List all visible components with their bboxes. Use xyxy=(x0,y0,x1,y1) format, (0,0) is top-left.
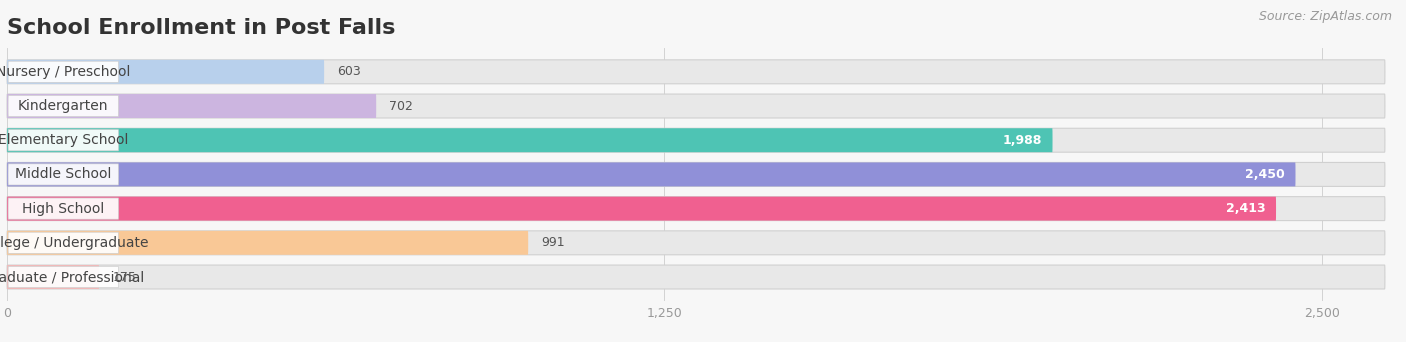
Text: Kindergarten: Kindergarten xyxy=(18,99,108,113)
Text: Elementary School: Elementary School xyxy=(0,133,128,147)
FancyBboxPatch shape xyxy=(8,95,118,117)
Text: 991: 991 xyxy=(541,236,565,249)
Text: High School: High School xyxy=(22,202,104,215)
FancyBboxPatch shape xyxy=(8,164,118,185)
FancyBboxPatch shape xyxy=(7,265,1385,289)
Text: Graduate / Professional: Graduate / Professional xyxy=(0,270,145,284)
FancyBboxPatch shape xyxy=(7,128,1385,152)
Text: 1,988: 1,988 xyxy=(1002,134,1042,147)
FancyBboxPatch shape xyxy=(7,60,1385,84)
FancyBboxPatch shape xyxy=(7,162,1385,186)
FancyBboxPatch shape xyxy=(7,265,98,289)
FancyBboxPatch shape xyxy=(8,130,118,151)
FancyBboxPatch shape xyxy=(8,266,118,288)
Text: College / Undergraduate: College / Undergraduate xyxy=(0,236,149,250)
FancyBboxPatch shape xyxy=(7,231,1385,255)
Text: Nursery / Preschool: Nursery / Preschool xyxy=(0,65,131,79)
FancyBboxPatch shape xyxy=(7,231,529,255)
FancyBboxPatch shape xyxy=(7,94,377,118)
FancyBboxPatch shape xyxy=(8,198,118,219)
Text: 2,450: 2,450 xyxy=(1246,168,1285,181)
FancyBboxPatch shape xyxy=(7,94,1385,118)
Text: 175: 175 xyxy=(112,271,136,284)
FancyBboxPatch shape xyxy=(8,232,118,253)
FancyBboxPatch shape xyxy=(8,61,118,82)
FancyBboxPatch shape xyxy=(7,197,1277,221)
FancyBboxPatch shape xyxy=(7,128,1053,152)
FancyBboxPatch shape xyxy=(7,197,1385,221)
Text: 702: 702 xyxy=(389,100,413,113)
Text: 603: 603 xyxy=(337,65,361,78)
FancyBboxPatch shape xyxy=(7,60,325,84)
Text: Source: ZipAtlas.com: Source: ZipAtlas.com xyxy=(1258,10,1392,23)
Text: Middle School: Middle School xyxy=(15,168,111,181)
Text: 2,413: 2,413 xyxy=(1226,202,1265,215)
Text: School Enrollment in Post Falls: School Enrollment in Post Falls xyxy=(7,18,395,38)
FancyBboxPatch shape xyxy=(7,162,1295,186)
